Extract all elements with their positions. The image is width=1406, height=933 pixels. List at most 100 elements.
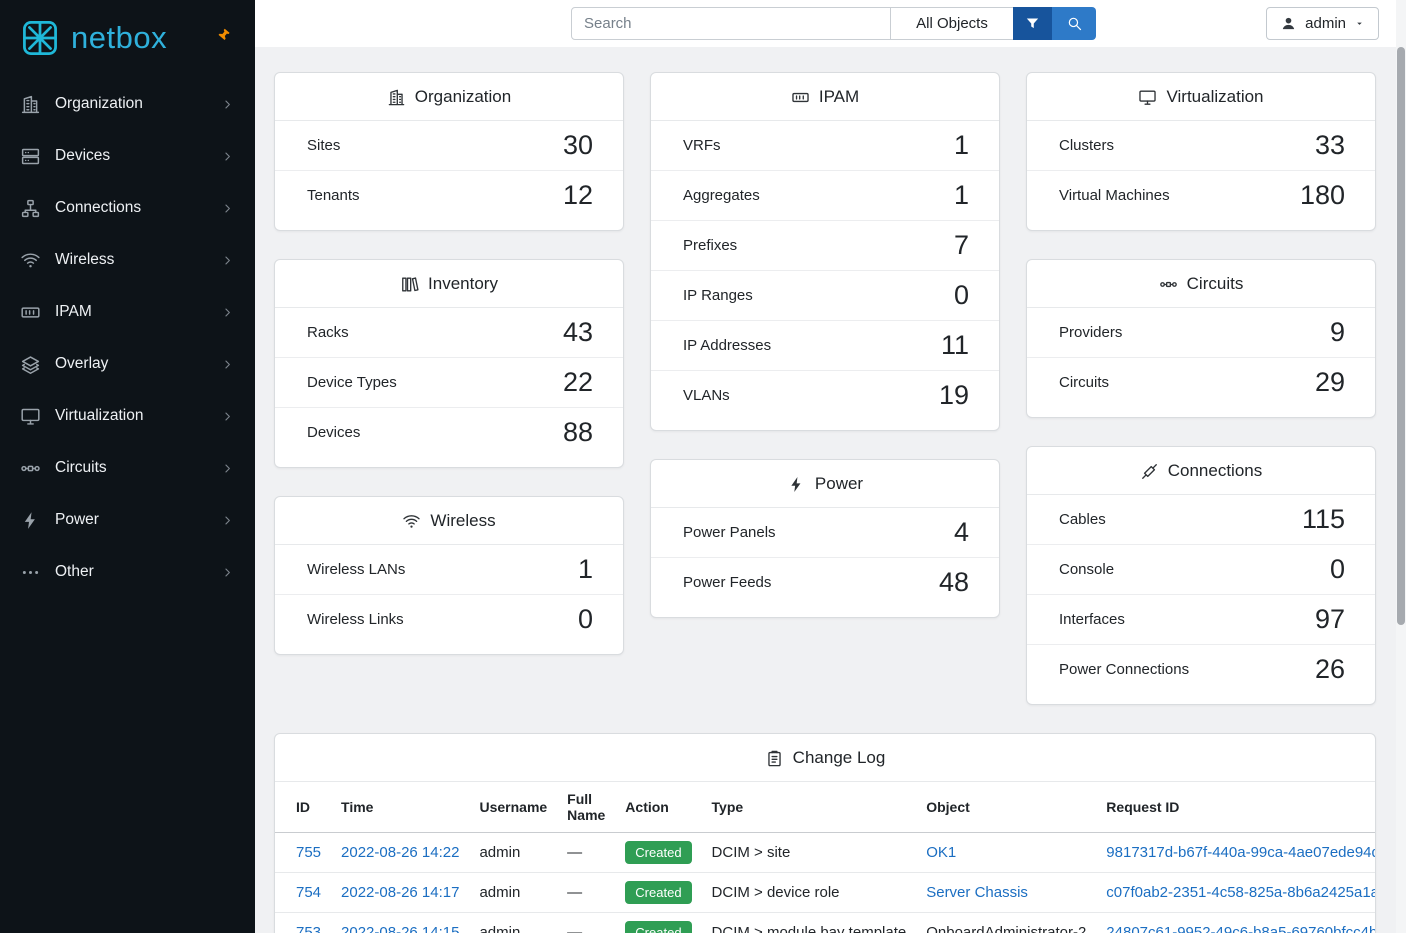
interfaces-count[interactable]: 97	[1314, 604, 1345, 634]
change-object-link[interactable]: Server Chassis	[926, 884, 1028, 901]
prefixes-link[interactable]: Prefixes	[683, 237, 738, 254]
stat-row-interfaces: Interfaces 97	[1027, 595, 1375, 645]
vrfs-link[interactable]: VRFs	[683, 137, 721, 154]
tenants-count[interactable]: 12	[562, 180, 593, 210]
devices-count[interactable]: 88	[562, 417, 593, 447]
change-object-link[interactable]: OK1	[926, 844, 957, 861]
power-connections-link[interactable]: Power Connections	[1059, 661, 1190, 678]
ip-ranges-link[interactable]: IP Ranges	[683, 287, 753, 304]
clusters-count[interactable]: 33	[1314, 130, 1345, 160]
console-link[interactable]: Console	[1059, 561, 1115, 578]
transit-icon	[20, 458, 41, 479]
prefixes-count[interactable]: 7	[953, 230, 969, 260]
providers-link[interactable]: Providers	[1059, 324, 1123, 341]
power-feeds-count[interactable]: 48	[938, 567, 969, 597]
sidebar: netbox Organization Devices Connections	[0, 0, 255, 933]
vlans-link[interactable]: VLANs	[683, 387, 730, 404]
filter-button[interactable]	[1013, 7, 1052, 40]
device-types-count[interactable]: 22	[562, 367, 593, 397]
aggregates-link[interactable]: Aggregates	[683, 187, 760, 204]
card-title: Circuits	[1186, 274, 1244, 293]
providers-count[interactable]: 9	[1329, 317, 1345, 347]
racks-count[interactable]: 43	[562, 317, 593, 347]
sidebar-item-devices[interactable]: Devices	[0, 130, 255, 182]
clusters-link[interactable]: Clusters	[1059, 137, 1115, 154]
object-type-select[interactable]: All Objects	[890, 7, 1014, 40]
scrollbar-thumb[interactable]	[1397, 47, 1405, 625]
ipam-card: IPAM VRFs 1 Aggregates 1	[650, 72, 1000, 431]
vlans-count[interactable]: 19	[938, 380, 969, 410]
change-id-link[interactable]: 754	[296, 884, 322, 901]
interfaces-link[interactable]: Interfaces	[1059, 611, 1125, 628]
change-id-link[interactable]: 755	[296, 844, 322, 861]
power-panels-count[interactable]: 4	[953, 517, 969, 547]
change-id-link[interactable]: 753	[296, 924, 322, 933]
action-badge: Created	[625, 921, 692, 933]
card-title: Virtualization	[1166, 87, 1264, 106]
sidebar-item-connections[interactable]: Connections	[0, 182, 255, 234]
changelog-row: 753 2022-08-26 14:15 admin — Created DCI…	[275, 912, 1376, 933]
sidebar-item-ipam[interactable]: IPAM	[0, 286, 255, 338]
cables-count[interactable]: 115	[1301, 504, 1345, 534]
wireless-lans-count[interactable]: 1	[577, 554, 593, 584]
cables-link[interactable]: Cables	[1059, 511, 1106, 528]
stat-row-cables: Cables 115	[1027, 495, 1375, 545]
card-title: Inventory	[428, 274, 498, 293]
virtual-machines-link[interactable]: Virtual Machines	[1059, 187, 1170, 204]
devices-link[interactable]: Devices	[307, 424, 361, 441]
connections-card: Connections Cables 115 Console 0	[1026, 446, 1376, 705]
counter-icon	[20, 302, 41, 323]
circuits-link[interactable]: Circuits	[1059, 374, 1110, 391]
card-title: IPAM	[818, 87, 860, 106]
tenants-link[interactable]: Tenants	[307, 187, 360, 204]
ip-ranges-count[interactable]: 0	[953, 280, 969, 310]
sites-link[interactable]: Sites	[307, 137, 341, 154]
sidebar-item-label: Organization	[55, 95, 143, 112]
change-request-id-link[interactable]: 9817317d-b67f-440a-99ca-4ae07ede94df	[1106, 844, 1376, 861]
col-action: Action	[615, 782, 702, 833]
sites-count[interactable]: 30	[562, 130, 593, 160]
wireless-lans-link[interactable]: Wireless LANs	[307, 561, 406, 578]
sidebar-item-circuits[interactable]: Circuits	[0, 442, 255, 494]
bolt-icon	[20, 510, 41, 531]
circuits-count[interactable]: 29	[1314, 367, 1345, 397]
sidebar-item-wireless[interactable]: Wireless	[0, 234, 255, 286]
sidebar-item-power[interactable]: Power	[0, 494, 255, 546]
chevron-right-icon	[220, 97, 235, 112]
aggregates-count[interactable]: 1	[953, 180, 969, 210]
ip-addresses-link[interactable]: IP Addresses	[683, 337, 772, 354]
building-icon	[387, 88, 406, 107]
chevron-right-icon	[220, 409, 235, 424]
power-panels-link[interactable]: Power Panels	[683, 524, 776, 541]
netbox-logo[interactable]: netbox	[0, 0, 255, 70]
wireless-links-link[interactable]: Wireless Links	[307, 611, 404, 628]
racks-link[interactable]: Racks	[307, 324, 349, 341]
chevron-right-icon	[220, 565, 235, 580]
power-connections-count[interactable]: 26	[1314, 654, 1345, 684]
device-types-link[interactable]: Device Types	[307, 374, 397, 391]
power-feeds-link[interactable]: Power Feeds	[683, 574, 772, 591]
search-input[interactable]	[571, 7, 891, 40]
search-submit-button[interactable]	[1052, 7, 1096, 40]
sidebar-item-label: Other	[55, 563, 94, 580]
change-request-id-link[interactable]: c07f0ab2-2351-4c58-825a-8b6a2425a1ab	[1106, 884, 1376, 901]
console-count[interactable]: 0	[1329, 554, 1345, 584]
ip-addresses-count[interactable]: 11	[940, 330, 969, 360]
change-time-link[interactable]: 2022-08-26 14:22	[341, 844, 460, 861]
card-title: Wireless	[430, 511, 496, 530]
sidebar-item-overlay[interactable]: Overlay	[0, 338, 255, 390]
monitor-icon	[1138, 88, 1157, 107]
change-request-id-link[interactable]: 24807c61-9952-49c6-b8a5-69760bfcc4b3	[1106, 924, 1376, 933]
inventory-card: Inventory Racks 43 Device Types 22	[274, 259, 624, 468]
sidebar-item-organization[interactable]: Organization	[0, 78, 255, 130]
change-time-link[interactable]: 2022-08-26 14:15	[341, 924, 460, 933]
wireless-links-count[interactable]: 0	[577, 604, 593, 634]
sidebar-item-virtualization[interactable]: Virtualization	[0, 390, 255, 442]
vrfs-count[interactable]: 1	[953, 130, 969, 160]
virtual-machines-count[interactable]: 180	[1299, 180, 1345, 210]
pin-sidebar-icon[interactable]	[214, 26, 233, 45]
user-menu-button[interactable]: admin	[1266, 7, 1379, 40]
change-time-link[interactable]: 2022-08-26 14:17	[341, 884, 460, 901]
stat-row-devices: Devices 88	[275, 408, 623, 457]
sidebar-item-other[interactable]: Other	[0, 546, 255, 598]
